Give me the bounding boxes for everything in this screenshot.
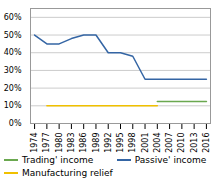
html-text:Trading' income: Trading' income <box>22 155 94 165</box>
svg-text:50%: 50% <box>4 31 22 40</box>
svg-text:2004: 2004 <box>153 133 162 153</box>
svg-text:1974: 1974 <box>30 133 39 153</box>
svg-text:2016: 2016 <box>202 133 211 153</box>
svg-text:1995: 1995 <box>116 133 125 153</box>
svg-text:2001: 2001 <box>141 133 150 153</box>
svg-text:2013: 2013 <box>190 133 199 153</box>
svg-text:2010: 2010 <box>177 133 186 153</box>
svg-text:30%: 30% <box>4 66 22 75</box>
svg-text:2007: 2007 <box>165 133 174 153</box>
svg-text:0%: 0% <box>9 119 22 128</box>
svg-text:10%: 10% <box>4 101 22 110</box>
svg-text:1980: 1980 <box>55 133 64 153</box>
svg-text:1992: 1992 <box>104 133 113 153</box>
svg-text:40%: 40% <box>4 48 22 57</box>
svg-text:1998: 1998 <box>128 133 137 153</box>
svg-text:1986: 1986 <box>79 133 88 153</box>
svg-text:1989: 1989 <box>92 133 101 153</box>
html-text:Manufacturing relief: Manufacturing relief <box>22 168 113 178</box>
html-text:Passive' income: Passive' income <box>134 155 207 165</box>
svg-text:20%: 20% <box>4 84 22 93</box>
svg-text:60%: 60% <box>4 13 22 22</box>
svg-text:1983: 1983 <box>67 133 76 153</box>
svg-text:1977: 1977 <box>42 133 51 153</box>
